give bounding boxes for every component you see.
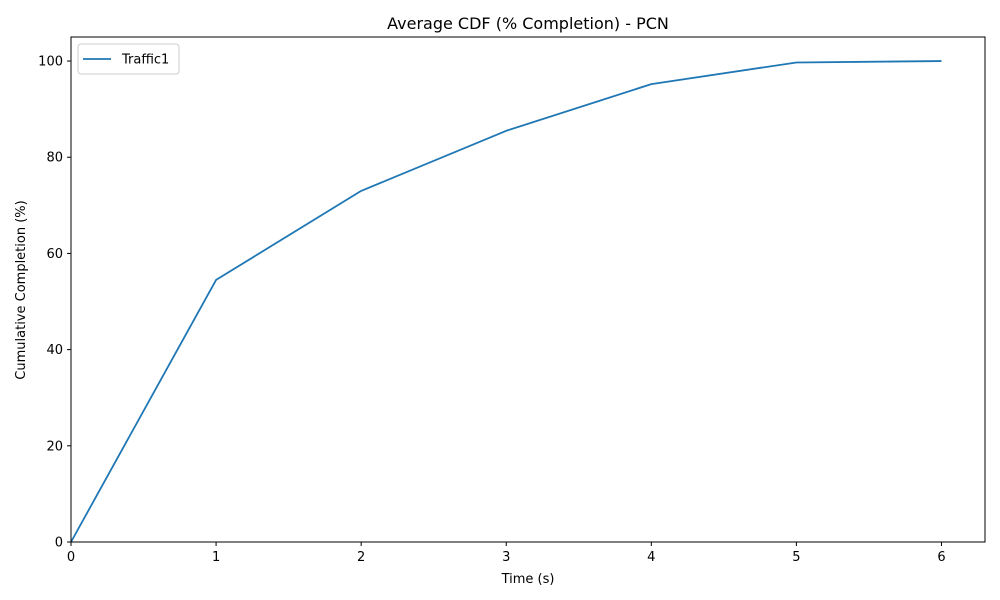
x-tick-label: 4: [647, 550, 655, 565]
series-layer: [70, 60, 942, 543]
x-axis-ticks: 0 1 2 3 4 5 6: [67, 542, 946, 565]
y-axis-ticks: 0 20 40 60 80 100: [38, 55, 71, 551]
x-axis-label: Time (s): [501, 572, 555, 587]
legend-label: Traffic1: [121, 53, 169, 68]
x-tick-label: 1: [212, 550, 220, 565]
y-tick-label: 100: [38, 55, 63, 70]
series-line: [70, 60, 942, 543]
y-tick-label: 80: [46, 151, 63, 166]
y-tick-label: 60: [46, 247, 63, 262]
y-tick-label: 40: [46, 343, 63, 358]
legend: Traffic1: [77, 43, 180, 75]
x-tick-label: 2: [357, 550, 365, 565]
y-tick-label: 20: [46, 439, 63, 454]
x-tick-label: 5: [792, 550, 800, 565]
x-tick-label: 0: [67, 550, 75, 565]
legend-box: [77, 43, 180, 75]
x-tick-label: 3: [502, 550, 510, 565]
x-tick-label: 6: [937, 550, 945, 565]
plot-frame: [70, 36, 986, 543]
legend-items: Traffic1: [83, 53, 169, 68]
chart-title: Average CDF (% Completion) - PCN: [387, 14, 669, 33]
y-axis-label: Cumulative Completion (%): [14, 200, 29, 379]
y-tick-label: 0: [55, 536, 63, 551]
